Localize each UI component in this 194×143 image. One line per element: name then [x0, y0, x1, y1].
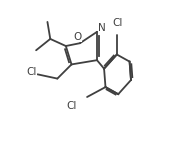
Text: Cl: Cl: [112, 18, 123, 28]
Text: O: O: [73, 32, 81, 42]
Text: Cl: Cl: [66, 101, 77, 111]
Text: N: N: [98, 23, 106, 33]
Text: Cl: Cl: [26, 67, 36, 77]
